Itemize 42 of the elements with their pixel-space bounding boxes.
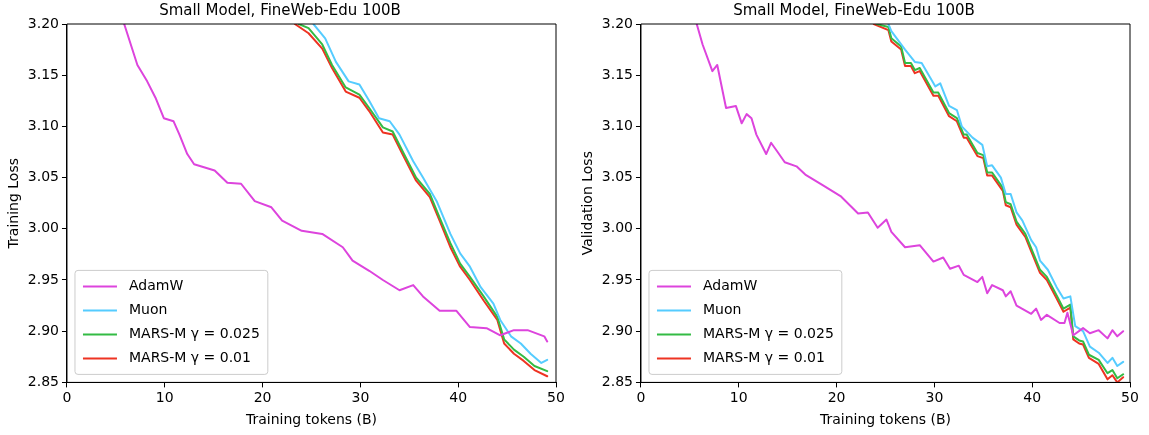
legend-label: AdamW	[128, 277, 184, 294]
x-tick-label: 30	[351, 389, 370, 406]
y-tick-label: 3.20	[601, 14, 633, 31]
y-axis-title: Training Loss	[5, 158, 22, 250]
y-tick-label: 2.90	[27, 321, 59, 338]
y-tick-label: 3.05	[27, 168, 59, 185]
y-tick-label: 3.15	[27, 65, 59, 82]
y-tick-label: 2.95	[27, 270, 59, 287]
x-tick-label: 40	[1023, 389, 1042, 406]
x-tick-label: 20	[827, 389, 846, 406]
x-tick-label: 0	[62, 389, 72, 406]
legend-label: MARS-M γ = 0.01	[128, 349, 251, 366]
y-axis-title: Validation Loss	[579, 151, 596, 256]
y-tick-label: 3.00	[27, 219, 59, 236]
x-tick-label: 50	[547, 389, 565, 406]
y-tick-label: 3.05	[601, 168, 633, 185]
y-tick-label: 3.15	[601, 65, 633, 82]
chart-title: Small Model, FineWeb-Edu 100B	[159, 0, 401, 19]
x-tick-label: 10	[155, 389, 174, 406]
y-tick-label: 3.00	[601, 219, 633, 236]
legend-label: AdamW	[702, 277, 758, 294]
y-tick-label: 2.85	[601, 373, 633, 390]
x-tick-label: 0	[636, 389, 646, 406]
x-tick-label: 40	[449, 389, 468, 406]
legend-label: Muon	[128, 301, 168, 318]
legend-label: MARS-M γ = 0.025	[128, 325, 260, 342]
x-tick-label: 30	[925, 389, 944, 406]
x-axis-title: Training tokens (B)	[244, 411, 378, 428]
chart-title: Small Model, FineWeb-Edu 100B	[733, 0, 975, 19]
x-tick-label: 20	[253, 389, 272, 406]
x-tick-label: 10	[729, 389, 748, 406]
y-tick-label: 2.90	[601, 321, 633, 338]
y-tick-label: 2.85	[27, 373, 59, 390]
x-axis-title: Training tokens (B)	[818, 411, 952, 428]
legend-label: MARS-M γ = 0.01	[702, 349, 825, 366]
legend-label: MARS-M γ = 0.025	[702, 325, 834, 342]
y-tick-label: 3.10	[27, 117, 59, 134]
y-tick-label: 2.95	[601, 270, 633, 287]
y-tick-label: 3.10	[601, 117, 633, 134]
legend-label: Muon	[702, 301, 742, 318]
y-tick-label: 3.20	[27, 14, 59, 31]
x-tick-label: 50	[1121, 389, 1139, 406]
